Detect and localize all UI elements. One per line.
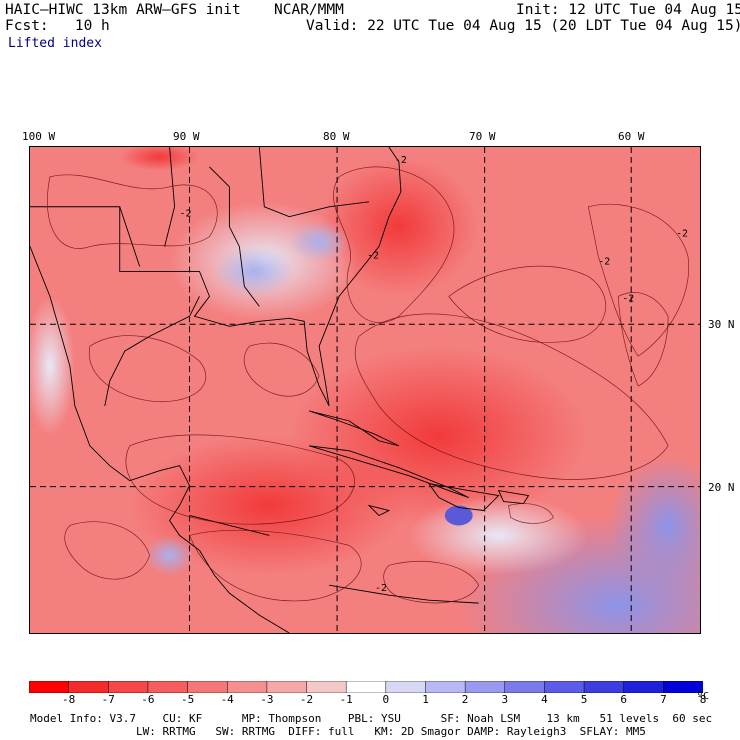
colorbar-swatch [464, 681, 506, 693]
colorbar-tick-label: -6 [141, 693, 155, 706]
colorbar-swatch [663, 681, 703, 693]
field-name: Lifted index [8, 36, 102, 51]
contour-label: -2 [180, 209, 192, 220]
colorbar-swatch [226, 681, 268, 693]
coastlines [30, 147, 530, 633]
colorbar-tick-label: -5 [180, 693, 195, 706]
lon-label-70w: 70 W [469, 130, 496, 143]
model-title: HAIC–HIWC 13km ARW–GFS init [5, 2, 241, 18]
contour-label: -2 [375, 583, 387, 594]
colorbar-tick-label: 3 [501, 693, 509, 706]
contour-label: -2 [395, 155, 407, 166]
instability-core-north [119, 147, 200, 171]
colorbar-swatch [583, 681, 625, 693]
lon-label-60w: 60 W [618, 130, 645, 143]
colorbar-swatch [108, 681, 149, 693]
colorbar-swatch [266, 681, 308, 693]
colorbar-tick-label: -2 [299, 693, 314, 706]
stable-core-central-america [144, 535, 195, 576]
lon-label-80w: 80 W [323, 130, 350, 143]
colorbar-tick-label: 6 [620, 693, 627, 706]
colorbar-unit: ºC [697, 691, 710, 702]
forecast-hour: Fcst: 10 h [5, 18, 110, 34]
colorbar-swatch [385, 681, 427, 693]
colorbar-swatch [187, 681, 228, 693]
lon-label-100w: 100 W [22, 130, 56, 143]
colorbar-swatch [306, 681, 347, 693]
colorbar-tick-label: -8 [61, 693, 76, 706]
colorbar-swatch [623, 681, 665, 693]
colorbar-swatch [345, 681, 387, 693]
colorbar-tick-label: 0 [382, 693, 390, 706]
center-label: NCAR/MMM [274, 2, 344, 18]
init-time: Init: 12 UTC Tue 04 Aug 15 [516, 2, 740, 18]
model-info-line-2: LW: RRTMG SW: RRTMG DIFF: full KM: 2D Sm… [30, 725, 646, 738]
colorbar-tick-label: -1 [339, 693, 353, 706]
colorbar-tick-label: 7 [660, 693, 667, 706]
colorbar-swatch [504, 681, 546, 693]
contour-label: -2 [676, 229, 688, 240]
colorbar-tick-label: -7 [101, 693, 115, 706]
instability-core-caribbean [129, 435, 409, 576]
colorbar-swatch [425, 681, 466, 693]
lat-label-30n: 30 N [708, 318, 735, 331]
lat-lon-grid [30, 147, 700, 633]
colorbar-tick-label: 5 [580, 693, 588, 706]
lon-label-90w: 90 W [173, 130, 200, 143]
lifted-index-map: -2 -2 -2 -2 -2 -2 -2 [29, 146, 701, 634]
colorbar-tick-label: -4 [220, 693, 234, 706]
contour-label: -2 [598, 257, 610, 268]
colorbar-tick-label: 1 [422, 693, 429, 706]
colorbar [29, 681, 703, 693]
colorbar-tick-label: 2 [461, 693, 469, 706]
stable-core-alabama [214, 246, 295, 297]
colorbar-tick-label: 8 [699, 693, 707, 706]
colorbar-swatch [68, 681, 110, 693]
lat-label-20n: 20 N [708, 481, 735, 494]
colorbar-tick-label: -3 [260, 693, 274, 706]
colorbar-swatch [544, 681, 585, 693]
stable-spot-hispaniola [444, 505, 473, 526]
colorbar-swatch [29, 681, 70, 693]
colorbar-swatch [147, 681, 189, 693]
stable-region-mexico [30, 296, 75, 436]
contour-lines [47, 166, 690, 604]
contour-label: -2 [622, 293, 634, 304]
colorbar-tick-label: 4 [541, 693, 548, 706]
valid-time: Valid: 22 UTC Tue 04 Aug 15 (20 LDT Tue … [306, 18, 740, 34]
model-info-line-1: Model Info: V3.7 CU: KF MP: Thompson PBL… [30, 712, 713, 725]
contour-label: -2 [367, 251, 379, 262]
stable-region-hispaniola [408, 495, 589, 576]
stable-core-carolina [289, 221, 350, 262]
